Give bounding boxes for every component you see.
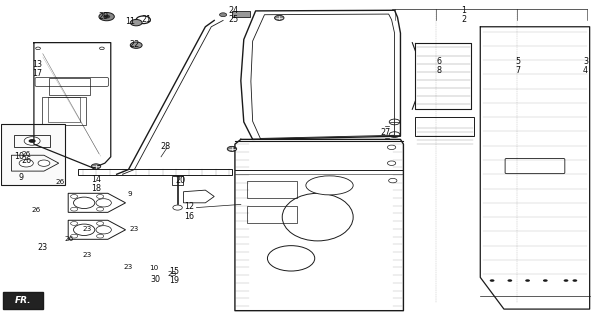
Text: 23: 23 bbox=[83, 252, 91, 258]
Circle shape bbox=[24, 137, 40, 145]
FancyBboxPatch shape bbox=[505, 158, 565, 174]
Text: 5: 5 bbox=[515, 57, 520, 66]
FancyBboxPatch shape bbox=[232, 11, 249, 17]
Text: 26: 26 bbox=[21, 156, 31, 165]
Text: 10: 10 bbox=[14, 152, 24, 161]
Circle shape bbox=[38, 160, 50, 166]
Circle shape bbox=[74, 197, 95, 209]
Circle shape bbox=[525, 279, 530, 282]
Text: 22: 22 bbox=[129, 40, 140, 49]
Circle shape bbox=[97, 234, 104, 238]
Circle shape bbox=[136, 16, 150, 24]
Circle shape bbox=[99, 12, 114, 21]
Circle shape bbox=[220, 13, 227, 17]
Circle shape bbox=[97, 195, 104, 198]
Circle shape bbox=[543, 279, 548, 282]
Circle shape bbox=[489, 279, 494, 282]
Text: 26: 26 bbox=[31, 207, 40, 213]
Text: 14: 14 bbox=[91, 174, 101, 184]
Text: 1: 1 bbox=[461, 6, 466, 15]
Text: 13: 13 bbox=[32, 60, 42, 69]
Text: FR.: FR. bbox=[14, 296, 31, 305]
FancyBboxPatch shape bbox=[1, 124, 65, 185]
Circle shape bbox=[36, 47, 40, 50]
Circle shape bbox=[97, 221, 104, 225]
Circle shape bbox=[564, 279, 568, 282]
Text: 18: 18 bbox=[91, 184, 101, 193]
Text: 3: 3 bbox=[583, 57, 588, 66]
FancyBboxPatch shape bbox=[2, 292, 43, 309]
Text: 10: 10 bbox=[149, 265, 159, 271]
Circle shape bbox=[267, 246, 315, 271]
Text: 15: 15 bbox=[169, 267, 179, 276]
Circle shape bbox=[388, 178, 397, 183]
Circle shape bbox=[130, 42, 142, 48]
Circle shape bbox=[389, 132, 400, 138]
Circle shape bbox=[19, 159, 33, 167]
Text: 23: 23 bbox=[83, 226, 91, 232]
Text: 8: 8 bbox=[437, 66, 441, 75]
Circle shape bbox=[130, 20, 142, 26]
Text: 30: 30 bbox=[150, 276, 160, 284]
Text: 23: 23 bbox=[124, 264, 133, 270]
Circle shape bbox=[103, 15, 110, 19]
Circle shape bbox=[228, 146, 236, 151]
Text: 24: 24 bbox=[228, 6, 238, 15]
Text: 21: 21 bbox=[141, 15, 151, 24]
Text: 2: 2 bbox=[461, 15, 466, 24]
Text: 29: 29 bbox=[98, 12, 108, 21]
Circle shape bbox=[507, 279, 512, 282]
Text: 26: 26 bbox=[21, 151, 31, 157]
Text: 19: 19 bbox=[169, 276, 179, 285]
Circle shape bbox=[96, 226, 111, 234]
Text: 26: 26 bbox=[56, 179, 65, 185]
Circle shape bbox=[100, 47, 105, 50]
Circle shape bbox=[91, 164, 101, 169]
Text: 26: 26 bbox=[65, 236, 74, 242]
Text: 17: 17 bbox=[32, 69, 42, 78]
Ellipse shape bbox=[282, 193, 353, 241]
Text: 7: 7 bbox=[515, 66, 520, 75]
Ellipse shape bbox=[306, 176, 353, 195]
Text: 28: 28 bbox=[161, 142, 171, 151]
Circle shape bbox=[71, 221, 78, 225]
Text: 23: 23 bbox=[129, 226, 139, 232]
Text: 27: 27 bbox=[381, 128, 391, 137]
Circle shape bbox=[97, 207, 104, 211]
Circle shape bbox=[29, 139, 36, 143]
Circle shape bbox=[74, 224, 95, 236]
Circle shape bbox=[173, 205, 182, 210]
Circle shape bbox=[71, 234, 78, 238]
Text: 11: 11 bbox=[125, 17, 135, 26]
Text: 9: 9 bbox=[128, 191, 132, 197]
Text: 16: 16 bbox=[184, 212, 194, 221]
Text: 6: 6 bbox=[437, 57, 441, 66]
Circle shape bbox=[389, 119, 400, 125]
Text: 23: 23 bbox=[37, 243, 48, 252]
Circle shape bbox=[71, 207, 78, 211]
Circle shape bbox=[387, 161, 396, 165]
Circle shape bbox=[96, 199, 111, 207]
Circle shape bbox=[71, 195, 78, 198]
Circle shape bbox=[274, 15, 284, 20]
Text: 20: 20 bbox=[175, 176, 185, 185]
Circle shape bbox=[387, 145, 396, 149]
Text: 12: 12 bbox=[184, 203, 194, 212]
Text: 25: 25 bbox=[228, 15, 238, 24]
Circle shape bbox=[573, 279, 577, 282]
Text: 4: 4 bbox=[583, 66, 588, 75]
Text: 23: 23 bbox=[167, 271, 176, 276]
Text: 9: 9 bbox=[19, 173, 24, 182]
